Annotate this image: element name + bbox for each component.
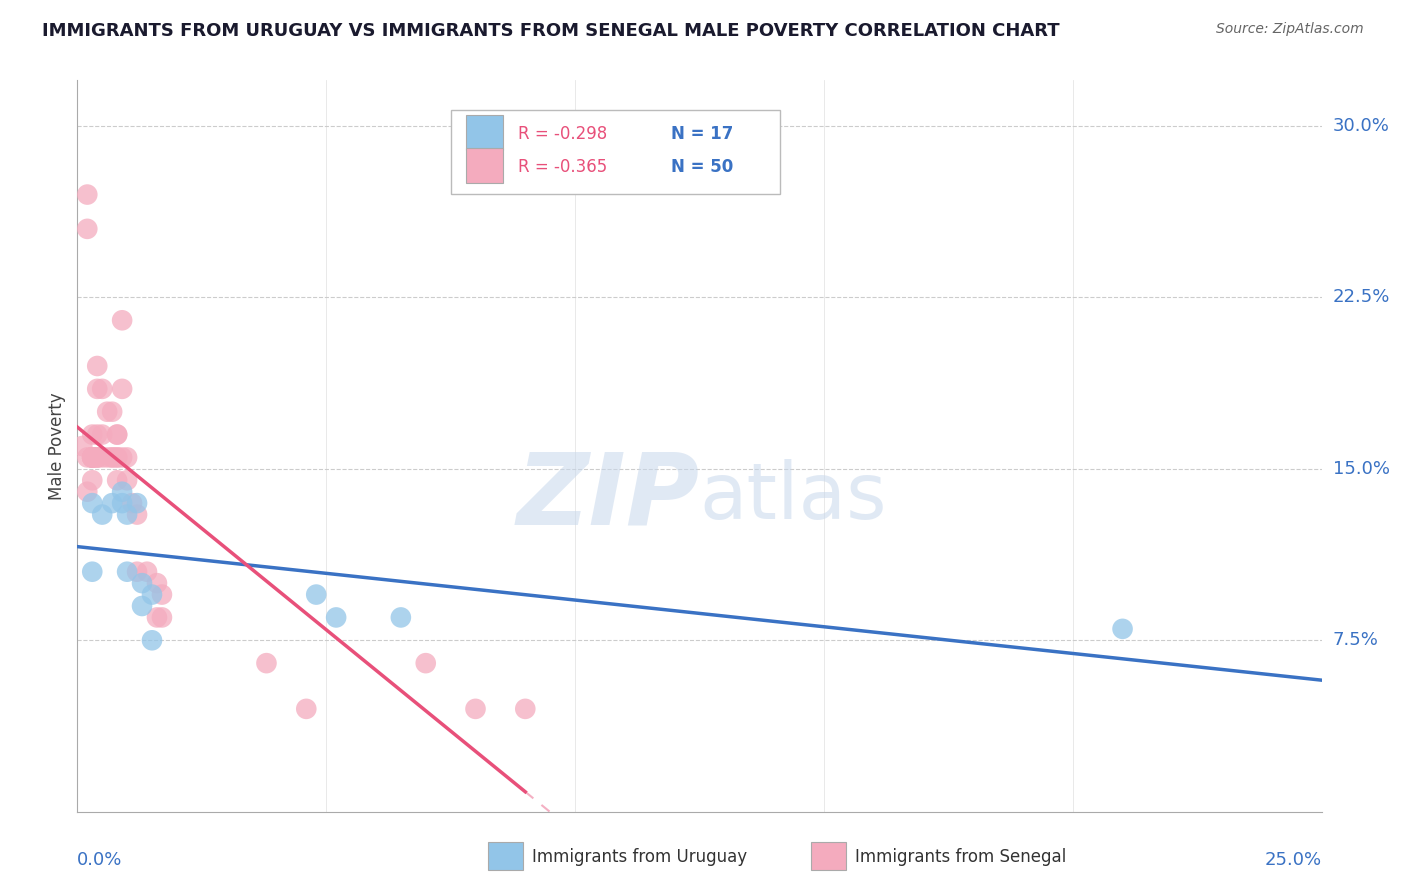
- Point: [86, 382, 108, 396]
- Text: N = 17: N = 17: [671, 125, 734, 143]
- Bar: [488, 842, 523, 871]
- Point: [86, 427, 108, 442]
- Point: [115, 508, 138, 522]
- Point: [131, 599, 153, 613]
- Point: [82, 450, 104, 465]
- Point: [82, 427, 104, 442]
- Point: [464, 702, 486, 716]
- Point: [115, 565, 138, 579]
- Point: [415, 656, 437, 670]
- Point: [82, 565, 104, 579]
- Point: [101, 450, 124, 465]
- FancyBboxPatch shape: [451, 110, 780, 194]
- Point: [125, 496, 148, 510]
- Point: [76, 450, 98, 465]
- Text: 7.5%: 7.5%: [1333, 632, 1379, 649]
- Point: [82, 450, 104, 465]
- Bar: [465, 147, 503, 183]
- Point: [515, 702, 537, 716]
- Point: [76, 484, 98, 499]
- Point: [105, 427, 128, 442]
- Point: [1111, 622, 1133, 636]
- Text: R = -0.365: R = -0.365: [517, 158, 607, 176]
- Point: [91, 382, 114, 396]
- Point: [101, 450, 124, 465]
- Point: [96, 450, 118, 465]
- Point: [389, 610, 412, 624]
- Point: [256, 656, 278, 670]
- Point: [96, 405, 118, 419]
- Point: [82, 450, 104, 465]
- Point: [305, 588, 328, 602]
- Point: [105, 473, 128, 487]
- Text: Immigrants from Senegal: Immigrants from Senegal: [855, 848, 1066, 866]
- Text: atlas: atlas: [700, 459, 887, 535]
- Text: IMMIGRANTS FROM URUGUAY VS IMMIGRANTS FROM SENEGAL MALE POVERTY CORRELATION CHAR: IMMIGRANTS FROM URUGUAY VS IMMIGRANTS FR…: [42, 22, 1060, 40]
- Point: [82, 450, 104, 465]
- Point: [91, 450, 114, 465]
- Bar: [811, 842, 846, 871]
- Point: [150, 610, 173, 624]
- Point: [295, 702, 318, 716]
- Text: 0.0%: 0.0%: [77, 851, 122, 869]
- Point: [76, 187, 98, 202]
- Point: [136, 565, 159, 579]
- Text: N = 50: N = 50: [671, 158, 733, 176]
- Text: ZIP: ZIP: [516, 449, 700, 546]
- Point: [82, 450, 104, 465]
- Point: [111, 484, 134, 499]
- Point: [125, 565, 148, 579]
- Point: [86, 450, 108, 465]
- Point: [111, 382, 134, 396]
- Point: [131, 576, 153, 591]
- Text: 22.5%: 22.5%: [1333, 288, 1391, 307]
- Point: [146, 576, 169, 591]
- Text: 30.0%: 30.0%: [1333, 117, 1389, 135]
- Point: [82, 473, 104, 487]
- Point: [141, 633, 163, 648]
- Point: [86, 450, 108, 465]
- Point: [72, 439, 94, 453]
- Point: [86, 359, 108, 373]
- Point: [141, 588, 163, 602]
- Point: [115, 473, 138, 487]
- Point: [105, 450, 128, 465]
- Point: [76, 222, 98, 236]
- Point: [105, 427, 128, 442]
- Text: Immigrants from Uruguay: Immigrants from Uruguay: [531, 848, 747, 866]
- Point: [150, 588, 173, 602]
- Point: [125, 508, 148, 522]
- Point: [121, 496, 143, 510]
- Text: Source: ZipAtlas.com: Source: ZipAtlas.com: [1216, 22, 1364, 37]
- Y-axis label: Male Poverty: Male Poverty: [48, 392, 66, 500]
- Point: [146, 610, 169, 624]
- Point: [91, 508, 114, 522]
- Point: [101, 405, 124, 419]
- Point: [325, 610, 347, 624]
- Text: 15.0%: 15.0%: [1333, 460, 1389, 478]
- Point: [115, 450, 138, 465]
- Point: [105, 450, 128, 465]
- Point: [111, 450, 134, 465]
- Point: [101, 496, 124, 510]
- Point: [111, 496, 134, 510]
- Point: [86, 450, 108, 465]
- Point: [91, 427, 114, 442]
- Text: R = -0.298: R = -0.298: [517, 125, 607, 143]
- Point: [82, 450, 104, 465]
- Text: 25.0%: 25.0%: [1264, 851, 1322, 869]
- Point: [82, 496, 104, 510]
- Bar: [465, 115, 503, 150]
- Point: [111, 313, 134, 327]
